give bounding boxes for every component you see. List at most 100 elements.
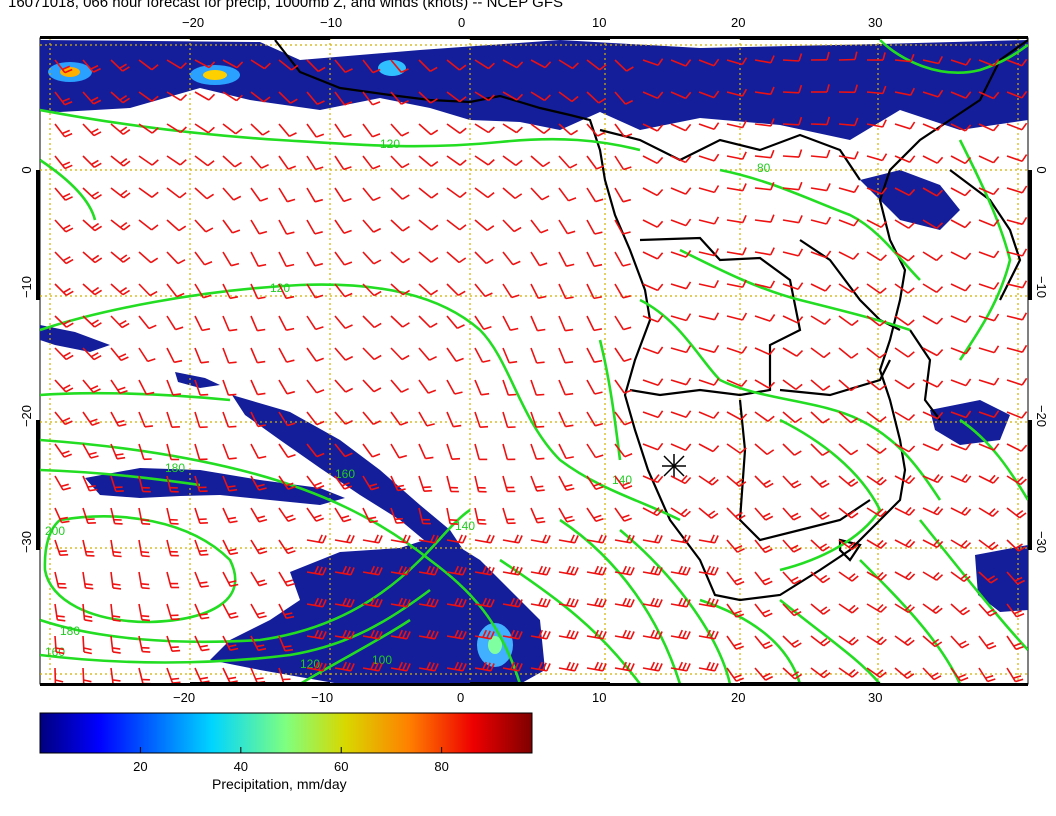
wind-barb [362,629,383,640]
wind-barb [446,565,467,576]
wind-barb [922,251,943,262]
wind-barb [978,474,1000,484]
wind-barb [418,155,439,167]
wind-barb [222,603,239,619]
wind-barb [418,91,438,104]
wind-barb [838,315,859,327]
wind-barb [278,59,299,71]
wind-barb [586,219,603,235]
wind-barb [782,539,802,553]
lon-tick-label: 10 [592,690,606,705]
wind-barb [222,219,241,234]
wind-barb [474,219,495,232]
wind-barb [446,155,467,166]
wind-barb [838,571,859,582]
wind-barb [138,347,156,363]
wind-barb [642,474,664,484]
wind-barb [446,283,466,296]
wind-barb [82,443,99,459]
wind-barb [698,661,719,672]
wind-barb [474,59,495,70]
wind-barb [110,411,127,427]
wind-barb [82,347,102,361]
wind-barb [894,347,915,358]
wind-barb [558,59,579,70]
wind-barb [474,91,495,102]
wind-barb [390,443,408,459]
wind-barb [754,571,773,586]
wind-barb [614,629,635,640]
wind-barb [446,507,459,525]
wind-barb [334,251,353,266]
wind-barb [586,597,607,608]
wind-barb [390,155,410,169]
wind-barb [670,565,691,576]
wind-barb [978,155,1000,164]
wind-barb [390,347,410,361]
wind-barb [614,315,632,331]
wind-barb [166,59,187,69]
wind-barb [894,87,916,96]
wind-barb [334,219,352,234]
wind-barb [82,539,95,557]
wind-barb [110,379,128,395]
wind-barb [502,661,523,672]
wind-barb [614,347,632,363]
wind-barb [866,85,887,95]
wind-barb [670,218,692,227]
lon-tick-label: 30 [868,690,882,705]
wind-barb [978,59,1000,67]
wind-barb [782,347,804,357]
wind-barb [250,475,267,491]
wind-barb [866,603,888,613]
wind-barb [222,571,239,587]
wind-barb [334,155,352,171]
map-axes [36,36,1032,686]
wind-barb [54,603,66,622]
wind-barb [222,443,237,460]
wind-barb [782,149,803,158]
wind-barb [54,539,69,556]
wind-barb [250,123,270,136]
wind-barb [978,635,997,650]
wind-barb [670,281,692,290]
wind-barb [54,411,73,426]
wind-barb [530,283,547,299]
wind-barb [474,187,495,199]
wind-barb [558,629,579,640]
wind-barb [110,283,131,296]
wind-barb [642,187,664,197]
wind-barb [278,603,295,619]
wind-barb [754,149,775,159]
wind-barb [306,219,323,235]
wind-barb [558,155,578,169]
wind-barb [978,667,996,683]
wind-barb [586,379,603,395]
wind-barb [642,507,664,517]
wind-barb [670,475,692,485]
wind-barb [306,91,325,106]
wind-barb [138,539,150,558]
wind-barb [530,507,546,524]
wind-barb [278,187,296,203]
wind-barb [810,51,830,61]
wind-barb [670,534,691,544]
wind-barb [670,661,691,672]
wind-barb [502,534,523,544]
wind-barb [54,475,71,491]
wind-barb [558,565,579,576]
wind-barb [334,565,355,576]
wind-barb [418,379,437,394]
wind-barb [726,247,747,256]
wind-barb [362,91,381,106]
wind-barb [782,215,803,224]
wind-barb [838,218,860,227]
wind-barb [614,251,631,267]
wind-barb [418,507,431,525]
wind-barb [138,123,159,134]
wind-barb [614,219,631,235]
wind-barb [754,635,773,650]
wind-barb [866,119,887,128]
wind-barb [810,475,830,488]
wind-barb [390,507,405,524]
